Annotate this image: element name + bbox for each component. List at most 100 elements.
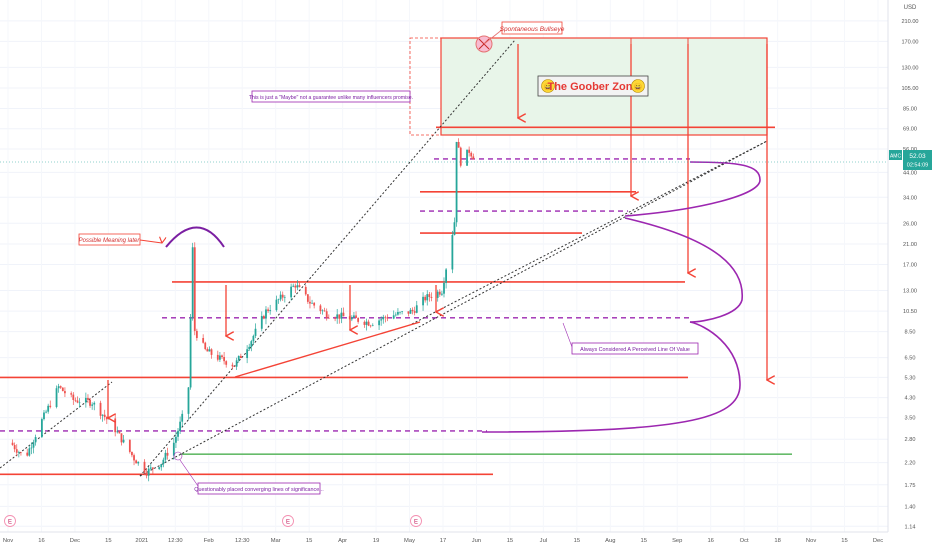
- candle: [128, 439, 131, 452]
- candle: [338, 314, 341, 319]
- candle: [392, 315, 395, 319]
- x-tick-label: 15: [507, 538, 513, 544]
- candle: [122, 439, 125, 443]
- trend-lines: [0, 39, 768, 477]
- candle: [45, 411, 47, 413]
- candle: [133, 455, 135, 461]
- candle: [99, 402, 102, 416]
- annotation-value-line: Always Considered A Perceived Line Of Va…: [562, 322, 699, 355]
- candle: [32, 442, 35, 448]
- y-tick-label: 5.30: [905, 375, 916, 381]
- earnings-marker-icon[interactable]: [410, 515, 422, 527]
- candle: [296, 285, 299, 288]
- candle: [72, 394, 75, 400]
- candle: [426, 294, 429, 301]
- x-tick-label: 16: [38, 538, 44, 544]
- candle: [55, 388, 58, 408]
- candle: [43, 412, 45, 420]
- candle: [248, 346, 251, 350]
- candle: [306, 294, 309, 302]
- candle: [386, 317, 389, 319]
- y-tick-label: 170.00: [901, 39, 918, 45]
- possible-meaning-arc: [165, 226, 225, 248]
- earnings-marker-icon[interactable]: [4, 515, 16, 527]
- candle: [15, 449, 18, 453]
- x-tick-label: Nov: [806, 538, 816, 544]
- candle: [172, 442, 175, 456]
- candle: [428, 294, 431, 297]
- candle: [191, 247, 194, 318]
- candle: [424, 296, 427, 301]
- candle: [277, 299, 280, 301]
- candle: [246, 349, 249, 359]
- x-tick-label: Mar: [271, 538, 281, 544]
- bullseye-label: Spontaneous Bullseye: [500, 26, 565, 33]
- earnings-marker-icon[interactable]: [282, 515, 294, 527]
- price-axis[interactable]: 210.00 170.00 130.00 105.00 85.00 69.00 56.00 4…: [901, 19, 918, 530]
- bullseye-marker: [475, 28, 504, 53]
- candle: [279, 294, 282, 300]
- candle: [164, 452, 167, 460]
- candle: [265, 309, 267, 319]
- candle: [260, 315, 263, 329]
- candle: [413, 311, 416, 313]
- candle: [118, 431, 121, 434]
- candle: [206, 349, 209, 352]
- y-tick-label: 1.40: [905, 504, 916, 510]
- y-tick-label: 34.00: [903, 195, 917, 201]
- candle: [114, 418, 117, 433]
- time-axis[interactable]: Nov 16 Dec 15 2021 12:30 Feb 12:30 Mar 15 Apr 19 May…: [3, 538, 883, 544]
- candle: [294, 285, 297, 288]
- candle: [89, 399, 91, 406]
- support-trendline: [234, 321, 421, 378]
- candle: [298, 285, 301, 287]
- purple-curve: [624, 161, 761, 217]
- candle: [166, 452, 169, 456]
- candle: [252, 335, 255, 342]
- candle: [357, 317, 360, 322]
- current-price-badge: AMC 52.03 02:54:09: [889, 150, 932, 170]
- candle: [11, 442, 14, 446]
- candle: [101, 414, 104, 416]
- candle: [135, 460, 138, 464]
- annotation-converging: Questionably placed converging lines of …: [173, 451, 324, 495]
- candle: [401, 311, 404, 312]
- y-tick-label: 4.30: [905, 396, 916, 402]
- earnings-label: E: [8, 520, 12, 526]
- candle: [269, 310, 272, 312]
- candle: [397, 312, 399, 315]
- candle: [221, 355, 223, 358]
- converging-line: [139, 140, 768, 477]
- current-price-value: 52.03: [909, 153, 926, 160]
- candle: [340, 312, 343, 319]
- converging-line: [411, 140, 768, 325]
- candle: [466, 149, 468, 166]
- x-tick-label: 2021: [135, 538, 148, 544]
- candle: [254, 328, 257, 336]
- candle: [87, 397, 89, 400]
- x-tick-label: 12:30: [168, 538, 183, 544]
- candle: [394, 314, 397, 316]
- candle: [13, 445, 16, 450]
- maybe-label: This is just a "Maybe" not a guarantee u…: [249, 95, 413, 101]
- candle: [239, 355, 242, 359]
- candle: [415, 305, 418, 313]
- x-tick-label: Jun: [472, 538, 481, 544]
- candle: [371, 325, 374, 326]
- candle: [453, 222, 456, 235]
- grinning-face-icon: [541, 79, 555, 93]
- candle: [457, 141, 460, 148]
- x-tick-label: Sep: [672, 538, 682, 544]
- x-tick-label: 15: [574, 538, 580, 544]
- candle: [26, 452, 29, 456]
- candle: [235, 360, 238, 367]
- candle: [327, 317, 330, 319]
- meaning-label: Possible Meaning later: [79, 238, 141, 244]
- candle: [162, 459, 165, 465]
- y-tick-label: 44.00: [903, 170, 917, 176]
- candle: [70, 393, 73, 395]
- y-tick-label: 210.00: [901, 19, 918, 25]
- currency-label: USD: [904, 5, 917, 11]
